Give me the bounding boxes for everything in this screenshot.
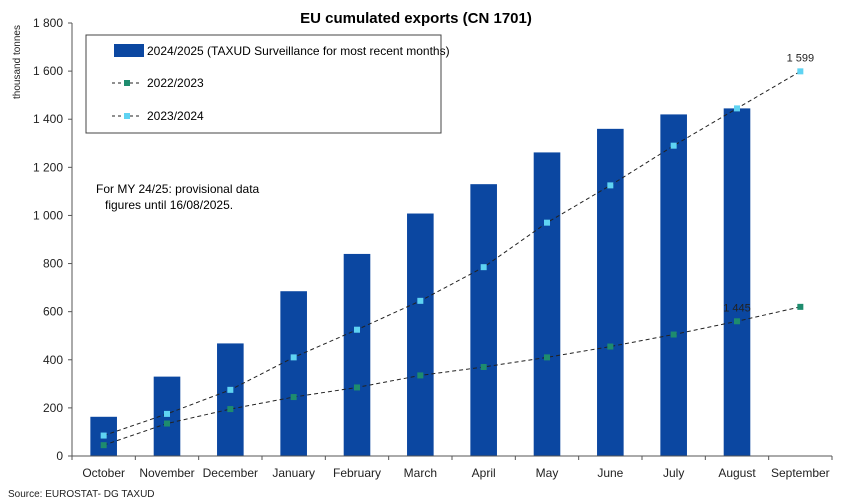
bar — [407, 213, 434, 456]
series-point — [607, 343, 614, 350]
series-point — [354, 384, 360, 391]
series-point — [354, 326, 360, 333]
series-point — [227, 406, 234, 413]
annotation-line-1: For MY 24/25: provisional data — [96, 182, 260, 196]
legend-marker-2023-2024 — [124, 113, 130, 119]
x-tick-label: December — [203, 466, 258, 480]
x-tick-label: August — [718, 466, 756, 480]
bar — [723, 108, 751, 457]
bar — [533, 152, 561, 456]
data-label: 1 599 — [787, 52, 815, 64]
series-point — [417, 297, 424, 304]
bar — [470, 184, 497, 456]
y-tick-label: 800 — [43, 257, 63, 271]
source-note: Source: EUROSTAT- DG TAXUD — [8, 489, 155, 500]
bar — [217, 343, 244, 456]
series-point — [607, 182, 614, 189]
y-axis-label: thousand tonnes — [12, 25, 23, 99]
series-point — [100, 442, 107, 449]
bar — [343, 253, 371, 456]
series-point — [480, 363, 487, 370]
series-point — [734, 105, 740, 112]
y-tick-label: 0 — [56, 449, 63, 463]
chart-title: EU cumulated exports (CN 1701) — [300, 10, 532, 27]
series-point — [417, 372, 424, 379]
series-point — [164, 420, 170, 427]
y-tick-label: 1 400 — [33, 112, 63, 126]
x-tick-label: March — [404, 466, 437, 480]
x-tick-label: April — [472, 466, 496, 480]
series-point — [290, 354, 297, 361]
x-tick-label: October — [82, 466, 125, 480]
series-point — [480, 264, 487, 271]
y-tick-label: 1 200 — [33, 160, 63, 174]
series-point — [670, 142, 677, 149]
legend-box — [85, 34, 442, 134]
x-tick-label: July — [663, 466, 684, 480]
series-point — [544, 219, 550, 226]
y-tick-label: 600 — [43, 305, 63, 319]
legend-marker-2022-2023 — [124, 80, 130, 86]
axes-layer: 0 200 400 600 800 1 000 1 200 1 400 1 600 1 800 Oc… — [33, 16, 833, 480]
bar — [597, 128, 624, 456]
y-tick-label: 1 600 — [33, 64, 63, 78]
legend-swatch-bars — [114, 44, 144, 57]
series-point — [797, 303, 804, 310]
annotation-line-2: figures until 16/08/2025. — [105, 198, 233, 212]
series-point — [670, 331, 677, 338]
lines-layer: 1 445 1 599 — [100, 52, 815, 449]
series-point — [227, 386, 234, 393]
y-tick-label: 1 000 — [33, 208, 63, 222]
series-point — [544, 354, 550, 361]
x-tick-label: February — [333, 466, 381, 480]
y-tick-label: 400 — [43, 353, 63, 367]
series-point — [290, 394, 297, 401]
series-point — [797, 68, 804, 75]
x-tick-label: November — [139, 466, 194, 480]
x-tick-label: September — [771, 466, 830, 480]
x-tick-label: May — [536, 466, 559, 480]
data-label: 1 445 — [723, 302, 751, 314]
y-tick-label: 200 — [43, 401, 63, 415]
series-point — [734, 318, 740, 325]
series-line — [103, 70, 801, 437]
legend-label-2024-2025: 2024/2025 (TAXUD Surveillance for most r… — [147, 44, 450, 58]
legend: 2024/2025 (TAXUD Surveillance for most r… — [85, 34, 450, 134]
bar — [280, 291, 307, 456]
bars-layer — [90, 108, 751, 457]
x-tick-label: January — [272, 466, 315, 480]
legend-label-2022-2023: 2022/2023 — [147, 76, 204, 90]
series-point — [100, 432, 107, 439]
x-tick-label: June — [597, 466, 623, 480]
y-tick-label: 1 800 — [33, 16, 63, 30]
bar — [660, 114, 687, 457]
legend-label-2023-2024: 2023/2024 — [147, 109, 204, 123]
series-point — [164, 410, 170, 417]
series-line — [103, 306, 801, 446]
